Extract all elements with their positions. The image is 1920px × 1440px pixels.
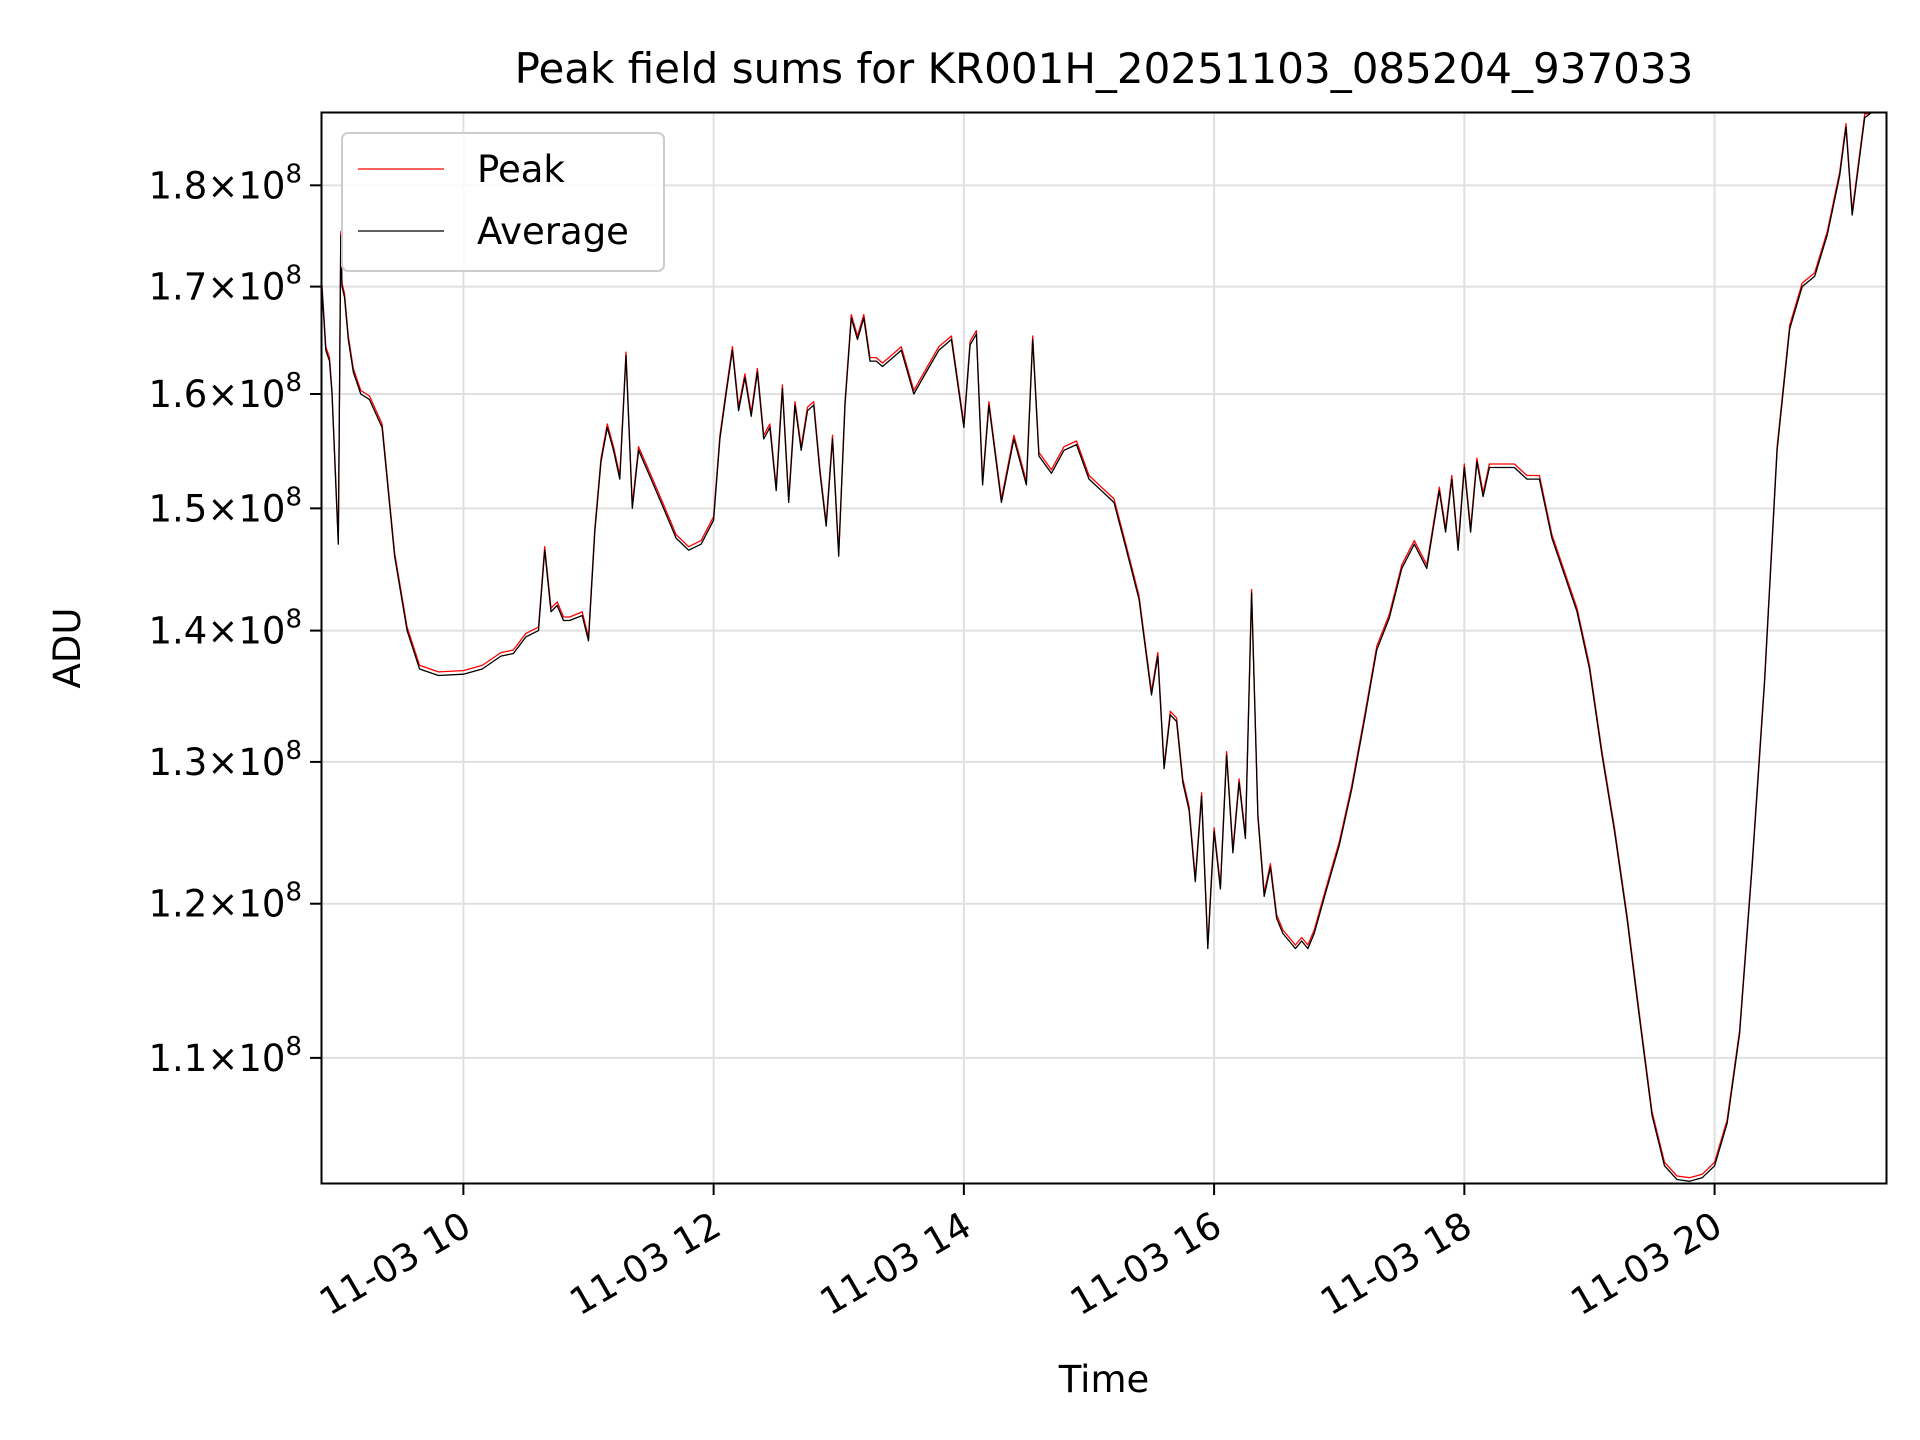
y-tick-times: × — [207, 1037, 238, 1080]
y-tick-base: 10 — [238, 266, 285, 309]
y-tick-label: 1.3×108 — [149, 736, 303, 784]
y-tick-exponent: 8 — [285, 482, 302, 512]
y-tick-base: 10 — [238, 883, 285, 926]
series-line-average — [321, 112, 1872, 1182]
y-axis-label: ADU — [46, 608, 89, 689]
y-tick-base: 10 — [238, 373, 285, 416]
plot-frame — [320, 111, 1888, 1185]
legend-box — [341, 132, 665, 272]
y-tick-times: × — [207, 373, 238, 416]
y-tick-times: × — [207, 883, 238, 926]
y-tick-exponent: 8 — [285, 605, 302, 635]
y-tick-base: 10 — [238, 487, 285, 530]
y-tick-exponent: 8 — [285, 878, 302, 908]
series-line-peak — [321, 112, 1872, 1179]
y-tick-exponent: 8 — [285, 159, 302, 189]
y-tick-times: × — [207, 487, 238, 530]
y-tick-label: 1.8×108 — [149, 159, 303, 207]
y-tick-exponent: 8 — [285, 1032, 302, 1062]
y-tick-exponent: 8 — [285, 261, 302, 291]
y-tick-mantissa: 1.7 — [149, 266, 208, 309]
y-tick-base: 10 — [238, 741, 285, 784]
legend: Peak Average — [341, 132, 665, 272]
y-tick-label: 1.2×108 — [149, 878, 303, 926]
y-tick-label: 1.5×108 — [149, 482, 303, 530]
y-tick-times: × — [207, 266, 238, 309]
y-tick-mantissa: 1.8 — [149, 164, 208, 207]
y-tick-label: 1.6×108 — [149, 368, 303, 416]
y-tick-exponent: 8 — [285, 368, 302, 398]
y-tick-mantissa: 1.1 — [149, 1037, 208, 1080]
y-tick-mantissa: 1.4 — [149, 610, 208, 653]
y-tick-mantissa: 1.6 — [149, 373, 208, 416]
y-tick-times: × — [207, 164, 238, 207]
chart-title: Peak field sums for KR001H_20251103_0852… — [515, 44, 1694, 93]
legend-label-peak: Peak — [477, 148, 565, 191]
y-tick-label: 1.7×108 — [149, 261, 303, 309]
y-tick-base: 10 — [238, 610, 285, 653]
y-tick-exponent: 8 — [285, 736, 302, 766]
legend-label-average: Average — [477, 210, 629, 253]
y-tick-base: 10 — [238, 164, 285, 207]
grid — [322, 113, 1886, 1183]
y-axis: 1.1×1081.2×1081.3×1081.4×1081.5×1081.6×1… — [149, 159, 322, 1080]
y-tick-mantissa: 1.2 — [149, 883, 208, 926]
y-tick-mantissa: 1.5 — [149, 487, 208, 530]
y-tick-base: 10 — [238, 1037, 285, 1080]
series-layer — [321, 112, 1872, 1182]
x-axis-label: Time — [1058, 1358, 1150, 1401]
y-tick-label: 1.4×108 — [149, 605, 303, 653]
y-tick-label: 1.1×108 — [149, 1032, 303, 1080]
y-tick-times: × — [207, 741, 238, 784]
y-tick-times: × — [207, 610, 238, 653]
y-tick-mantissa: 1.3 — [149, 741, 208, 784]
